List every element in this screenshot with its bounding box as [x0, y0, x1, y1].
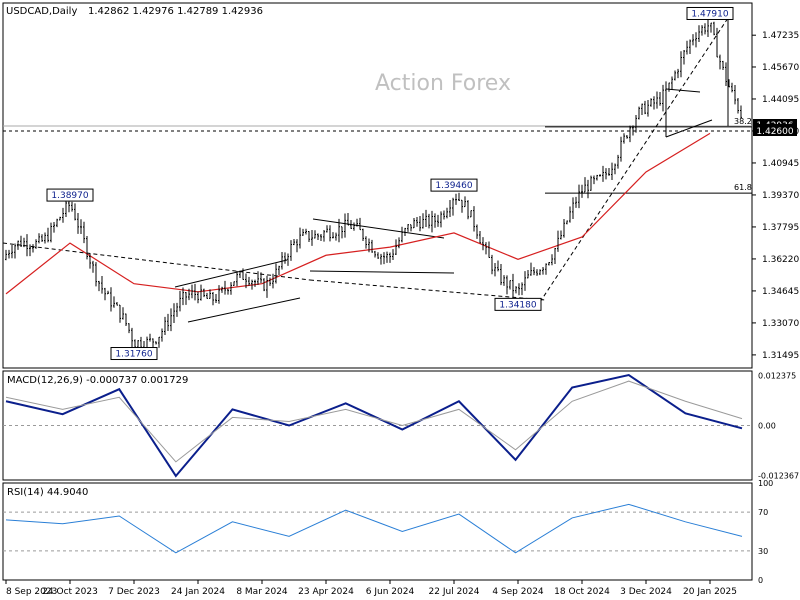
- price-labels: 1.38970 1.31760 1.39460 1.34180 1.47910: [46, 6, 734, 361]
- signal-line: [5, 380, 743, 463]
- price-y-axis: 1.472351.456701.440951.425201.409451.393…: [752, 31, 799, 361]
- moving-average-line: [5, 132, 711, 295]
- rsi-line: [5, 503, 743, 554]
- rsi-tick-label: 30: [758, 547, 768, 556]
- dashed-trendline-rally: [539, 17, 729, 303]
- x-tick-label: 3 Dec 2024: [620, 587, 672, 597]
- price-label-text: 1.38970: [51, 191, 88, 201]
- macd-lines: [5, 373, 743, 478]
- rsi-tick-label: 100: [758, 479, 773, 488]
- price-label-box: [494, 297, 542, 311]
- price-panel-frame: [2, 2, 753, 369]
- trendlines: [2, 17, 729, 323]
- x-tick-label: 20 Jan 2025: [683, 587, 737, 597]
- x-tick-label: 6 Jun 2024: [366, 587, 415, 597]
- price-label-box: [686, 6, 734, 20]
- channel-lower: [187, 297, 301, 323]
- candles: [5, 18, 742, 357]
- macd-tick-label: 0.012375: [758, 372, 796, 381]
- x-tick-label: 8 Sep 2023: [6, 587, 57, 597]
- price-tick-label: 1.47235: [762, 31, 799, 41]
- dashed-trendline-mid: [309, 279, 546, 301]
- price-tick-label: 1.45670: [762, 63, 799, 73]
- price-label-text: 1.34180: [499, 300, 536, 310]
- price-tick-label: 1.33070: [762, 319, 799, 329]
- macd-tick-label: -0.012367: [758, 471, 799, 480]
- x-tick-label: 18 Oct 2024: [554, 587, 610, 597]
- rsi-tick-label: 70: [758, 508, 768, 517]
- price-tick-label: 1.31495: [762, 351, 799, 361]
- triangle-upper: [665, 88, 701, 93]
- x-tick-label: 4 Sep 2024: [492, 587, 544, 597]
- price-tick-label: 1.37795: [762, 223, 799, 233]
- price-tick-label: 1.39370: [762, 191, 799, 201]
- watermark: Action Forex: [375, 71, 511, 96]
- price-label-text: 1.31760: [115, 350, 152, 360]
- price-tick-label: 1.44095: [762, 95, 799, 105]
- price-label-text: 1.47910: [691, 9, 728, 19]
- rsi-lines: [5, 503, 743, 554]
- symbol-label: USDCAD,Daily: [6, 6, 77, 17]
- flag-upper: [312, 218, 445, 239]
- macd-title: MACD(12,26,9) -0.000737 0.001729: [7, 375, 188, 386]
- right-price-tags: 1.42936 1.42600: [753, 119, 797, 137]
- x-tick-label: 24 Oct 2023: [42, 587, 98, 597]
- price-tick-label: 1.34645: [762, 287, 799, 297]
- x-tick-label: 23 Apr 2024: [298, 587, 354, 597]
- rsi-panel-frame: [2, 482, 753, 581]
- price-label-box: [110, 347, 158, 361]
- macd-tick-label: 0.00: [758, 422, 776, 431]
- x-tick-label: 24 Jan 2024: [171, 587, 225, 597]
- price-label-box: [430, 178, 478, 192]
- x-tick-label: 22 Jul 2024: [429, 587, 480, 597]
- fib-level-label: 61.8: [734, 183, 752, 192]
- triangle-lower: [665, 119, 713, 138]
- rsi-tick-label: 0: [758, 576, 763, 585]
- price-tick-label: 1.36220: [762, 255, 799, 265]
- price-tick-label: 1.40945: [762, 159, 799, 169]
- chart-header: USDCAD,Daily 1.42862 1.42976 1.42789 1.4…: [6, 6, 263, 17]
- horizontal-level-tag-text: 1.42600: [756, 127, 793, 137]
- x-tick-label: 7 Dec 2023: [108, 587, 160, 597]
- channel-upper: [174, 259, 288, 288]
- rsi-y-axis: 100 70 30 0: [3, 479, 773, 585]
- fib-level-label: 38.2: [734, 117, 752, 126]
- macd-y-axis: 0.012375 0.00 -0.012367: [3, 372, 799, 480]
- price-label-text: 1.39460: [435, 181, 472, 191]
- moving-average: [5, 132, 711, 295]
- x-tick-label: 8 Mar 2024: [236, 587, 288, 597]
- fibonacci-levels: 38.2 61.8: [545, 117, 752, 194]
- rsi-title: RSI(14) 44.9040: [7, 487, 88, 498]
- macd-line: [5, 373, 743, 478]
- horizontal-level-tag: [753, 124, 797, 136]
- dashed-trendline-left: [2, 242, 311, 281]
- flag-lower: [309, 270, 455, 274]
- price-label-box: [46, 188, 94, 202]
- ohlc-readout: 1.42862 1.42976 1.42789 1.42936: [88, 6, 263, 17]
